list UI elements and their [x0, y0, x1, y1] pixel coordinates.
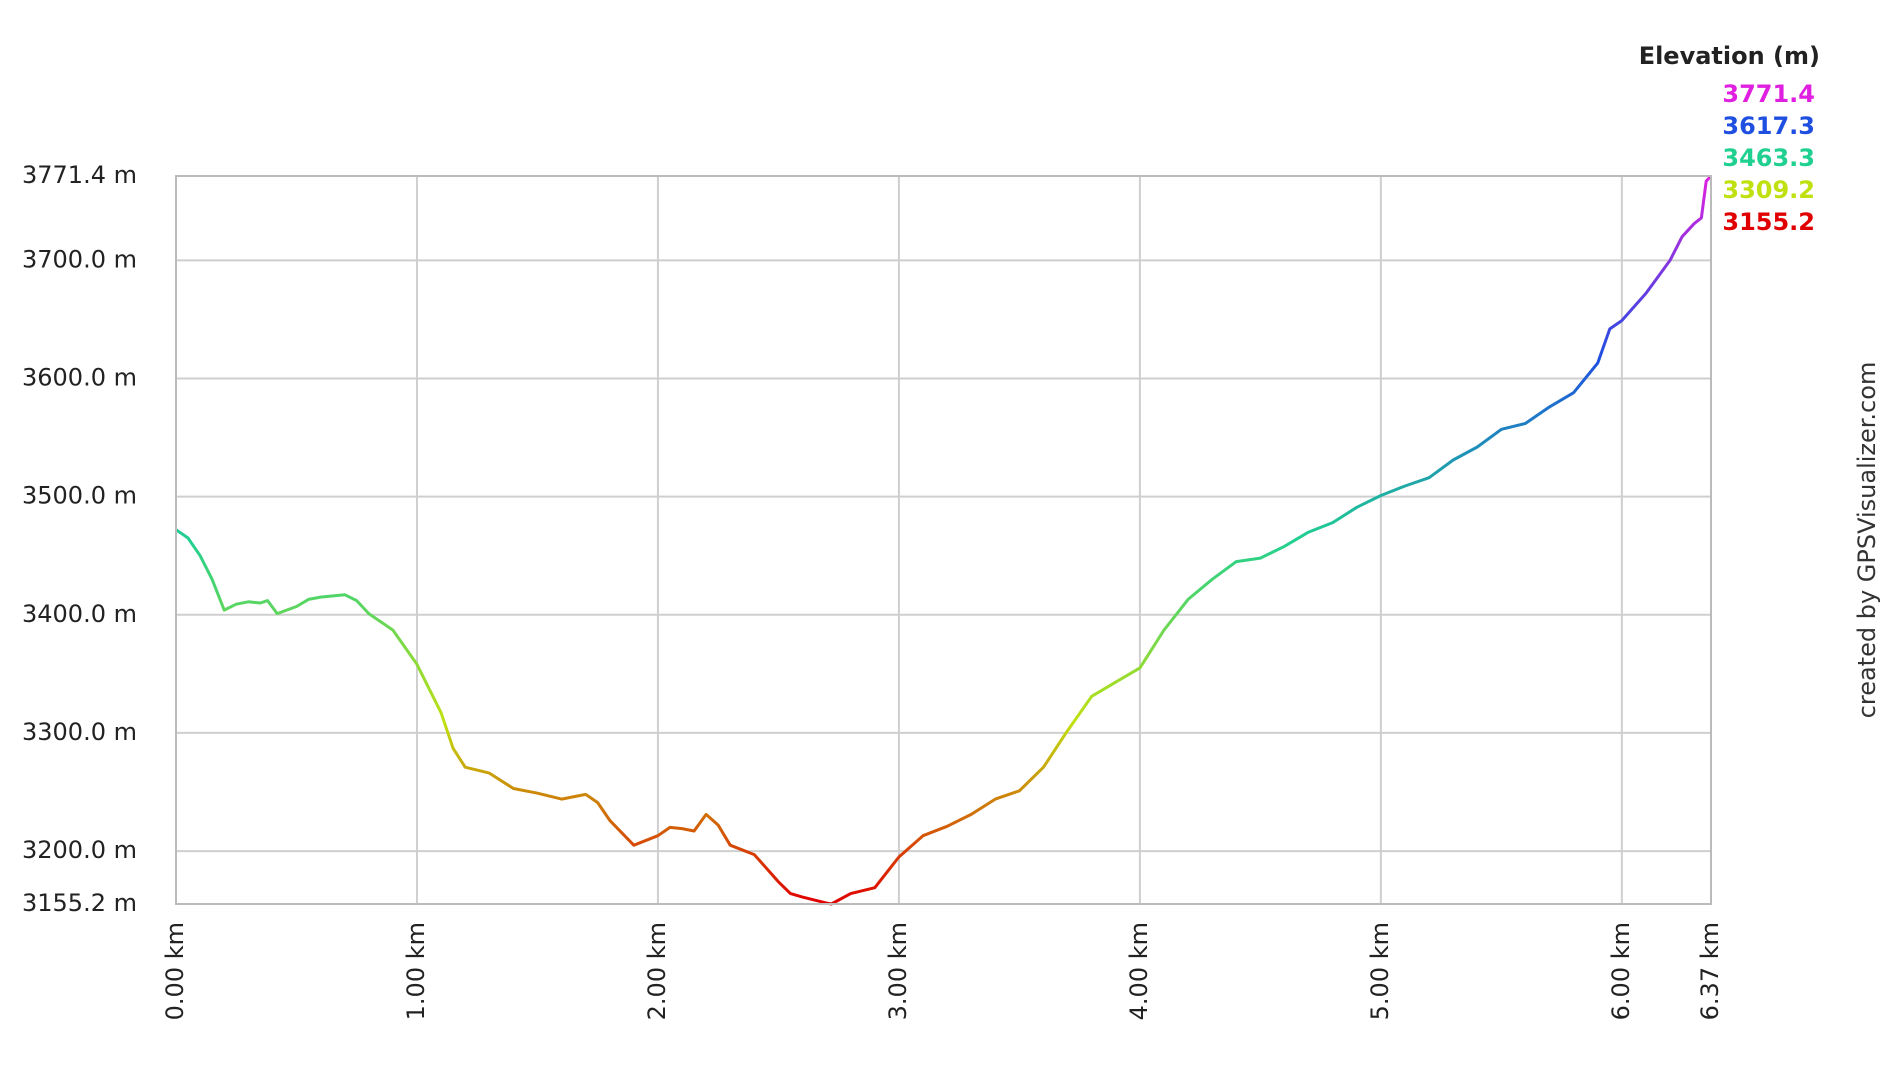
x-tick-label: 2.00 km [643, 922, 671, 1020]
x-tick-label: 4.00 km [1125, 922, 1153, 1020]
legend-label: 3771.4 [1722, 80, 1815, 108]
credit: created by GPSVisualizer.com [1853, 362, 1881, 719]
y-tick-label: 3700.0 m [22, 245, 137, 273]
elevation-line [175, 174, 1713, 906]
y-tick-label: 3771.4 m [22, 161, 137, 189]
y-tick-label: 3155.2 m [22, 889, 137, 917]
y-tick-label: 3500.0 m [22, 482, 137, 510]
legend-label: 3617.3 [1722, 112, 1815, 140]
y-tick-label: 3300.0 m [22, 718, 137, 746]
x-tick-label: 1.00 km [402, 922, 430, 1020]
legend-label: 3155.2 [1722, 208, 1815, 236]
y-tick-label: 3600.0 m [22, 363, 137, 391]
y-tick-label: 3200.0 m [22, 836, 137, 864]
x-tick-label: 3.00 km [884, 922, 912, 1020]
y-tick-label: 3400.0 m [22, 600, 137, 628]
legend-title: Elevation (m) [1639, 42, 1820, 70]
x-tick-label: 5.00 km [1366, 922, 1394, 1020]
plot-frame [175, 175, 1712, 905]
x-tick-label: 6.37 km [1696, 922, 1724, 1020]
x-tick-label: 0.00 km [161, 922, 189, 1020]
legend-label: 3309.2 [1722, 176, 1815, 204]
x-tick-label: 6.00 km [1607, 922, 1635, 1020]
legend-label: 3463.3 [1722, 144, 1815, 172]
